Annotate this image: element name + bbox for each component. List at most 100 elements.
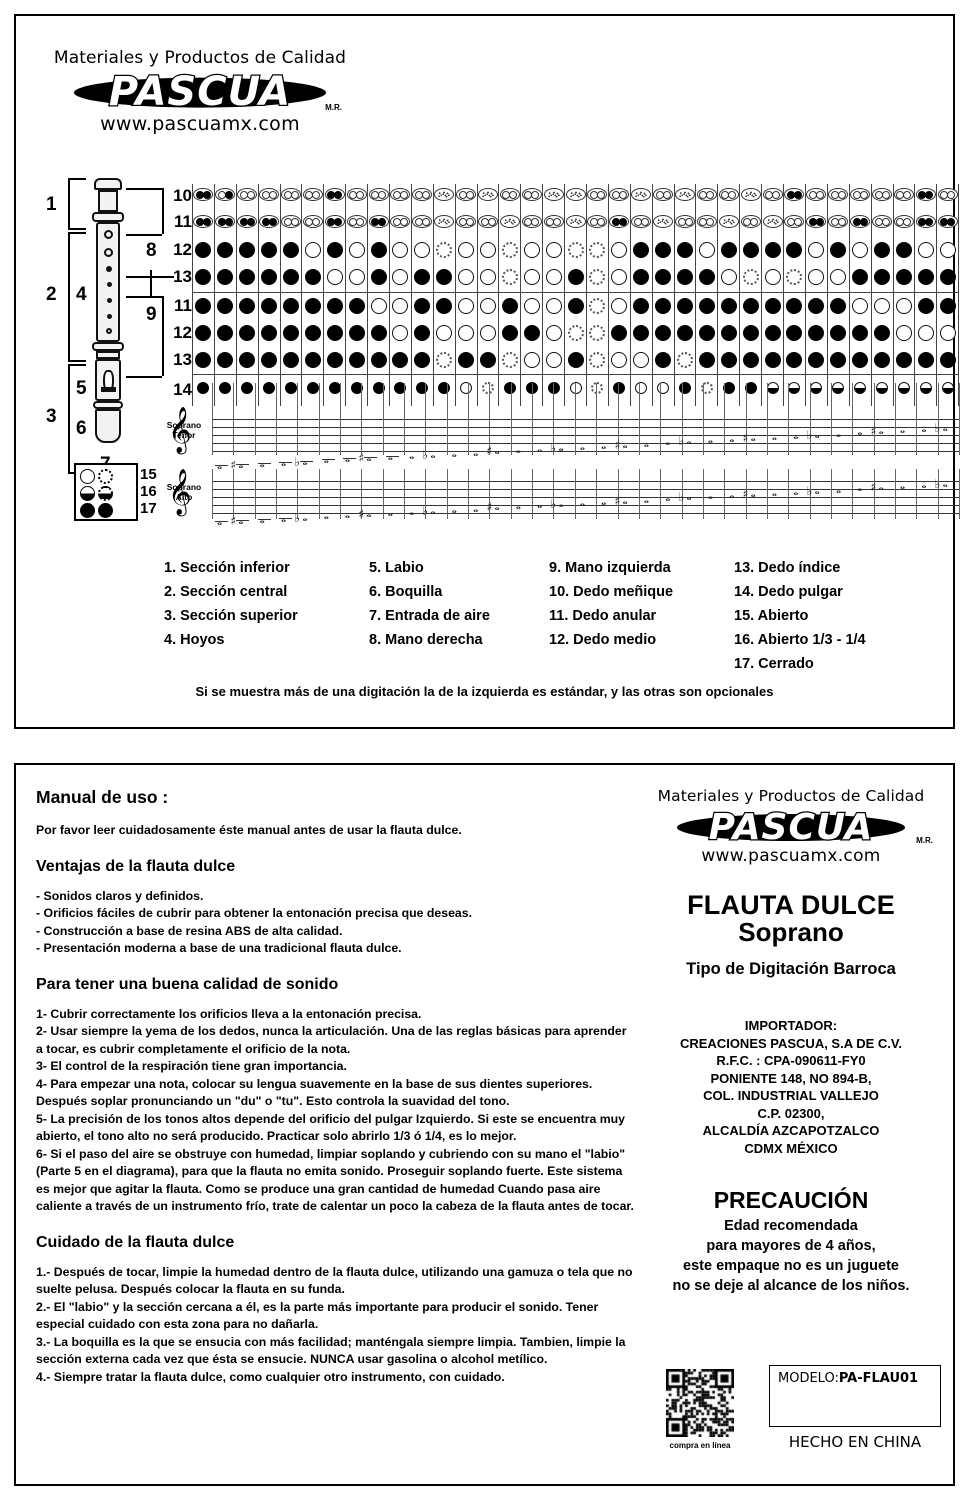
- brand-logo-bottom: Materiales y Productos de Calidad PASCUA…: [641, 787, 941, 866]
- note-head: 𝅝: [686, 433, 692, 449]
- finger-hole-icon: [523, 242, 540, 258]
- fingering-cell: [657, 382, 670, 394]
- bar-line: [233, 383, 235, 455]
- ledger-line: [279, 461, 293, 463]
- fingering-cell: [698, 352, 715, 368]
- diagram-number-8: 8: [146, 240, 157, 261]
- fingering-cell: [523, 269, 540, 285]
- fingering-cell: [589, 325, 606, 341]
- fingering-cell: [850, 215, 871, 228]
- thumb-hole-icon: [937, 188, 958, 201]
- brand-wordmark-text: PASCUA: [108, 68, 292, 117]
- note-head: 𝅝: [921, 421, 927, 437]
- accidental-sign: ♯: [870, 424, 877, 439]
- bar-line: [318, 469, 320, 519]
- bar-line: [638, 469, 640, 519]
- note-head: 𝅝: [729, 431, 735, 447]
- bar-line: [788, 383, 790, 455]
- fingering-cell: [545, 242, 562, 258]
- qr-code[interactable]: [666, 1369, 734, 1437]
- finger-hole-icon: [414, 298, 431, 314]
- finger-hole-icon: [326, 325, 343, 341]
- note-head: 𝅝: [643, 435, 650, 451]
- legend-item: 11. Dedo anular: [549, 608, 657, 624]
- finger-hole-icon: [808, 298, 825, 314]
- finger-hole-icon: [939, 352, 956, 368]
- note-head: 𝅝: [366, 506, 372, 522]
- key-half-circle-icon: [80, 486, 95, 501]
- bar-line: [297, 469, 299, 519]
- thumb-hole-icon: [390, 215, 411, 228]
- manual-paragraph: 2- Usar siempre la yema de los dedos, nu…: [36, 1024, 627, 1056]
- fingering-cell: [742, 352, 759, 368]
- finger-hole-icon: [897, 382, 910, 394]
- note-head: 𝅝: [857, 424, 863, 440]
- thumb-hole-icon: [434, 188, 455, 201]
- fingering-cell: [521, 188, 542, 201]
- fingering-cell: [328, 382, 341, 394]
- fingering-cell: [941, 382, 954, 394]
- accidental-sign: ♭: [806, 483, 813, 498]
- finger-hole-icon: [852, 325, 869, 341]
- model-box: MODELO:PA-FLAU01: [769, 1365, 941, 1427]
- finger-hole-icon: [480, 325, 497, 341]
- thumb-hole-icon: [675, 215, 696, 228]
- fingering-cell: [611, 242, 628, 258]
- fingering-cell: [611, 298, 628, 314]
- finger-hole-icon: [611, 298, 628, 314]
- fingering-column: [826, 184, 849, 406]
- model-text: MODELO:PA-FLAU01: [778, 1371, 918, 1386]
- fingering-cell: [480, 269, 497, 285]
- fingering-column: [607, 184, 630, 406]
- fingering-cell: [740, 188, 761, 201]
- fingering-column: [367, 184, 389, 406]
- finger-hole-icon: [304, 352, 321, 368]
- thumb-hole-icon: [784, 215, 805, 228]
- finger-hole-icon: [786, 325, 803, 341]
- diagram-number-3: 3: [46, 406, 57, 427]
- treble-clef-icon: 𝄞: [168, 469, 192, 515]
- finger-hole-icon: [567, 352, 584, 368]
- finger-hole-icon: [545, 352, 562, 368]
- note-head: 𝅝: [665, 434, 671, 450]
- finger-hole-icon: [808, 352, 825, 368]
- bar-line: [254, 469, 256, 519]
- finger-hole-icon: [742, 242, 759, 258]
- finger-hole-icon: [567, 269, 584, 285]
- fingering-cell: [874, 242, 891, 258]
- fingering-cell: [895, 242, 912, 258]
- bar-line: [574, 469, 576, 519]
- grid-separator: [192, 292, 959, 293]
- thumb-hole-icon: [412, 215, 433, 228]
- fingering-cell: [895, 352, 912, 368]
- finger-hole-icon: [633, 242, 650, 258]
- thumb-hole-icon: [237, 215, 258, 228]
- finger-hole-icon: [917, 242, 934, 258]
- note-head: 𝅝: [537, 441, 543, 457]
- fingering-cell: [239, 269, 256, 285]
- fingering-column: [717, 184, 739, 406]
- fingering-cell: [438, 382, 451, 394]
- bar-line: [830, 469, 832, 519]
- finger-hole-icon: [370, 269, 387, 285]
- accidental-sign: ♭: [678, 490, 685, 505]
- finger-hole-icon: [720, 242, 737, 258]
- fingering-cell: [392, 325, 409, 341]
- fingering-cell: [808, 242, 825, 258]
- bar-line: [660, 383, 662, 455]
- fingering-cell: [217, 352, 234, 368]
- fingering-cell: [565, 188, 586, 201]
- fingering-cell: [850, 188, 871, 201]
- thumb-hole-icon: [718, 188, 739, 201]
- finger-hole-icon: [523, 352, 540, 368]
- finger-hole-icon: [458, 352, 475, 368]
- legend-item: 16. Abierto 1/3 - 1/4: [734, 632, 866, 648]
- finger-hole-icon: [261, 325, 278, 341]
- finger-hole-icon: [545, 325, 562, 341]
- caution-line: no se deje al alcance de los niños.: [672, 1278, 910, 1294]
- note-head: 𝅝: [814, 482, 820, 498]
- thumb-hole-icon: [631, 215, 652, 228]
- qr-caption: compra en línea: [669, 1441, 731, 1450]
- brand-url: www.pascuamx.com: [100, 113, 300, 135]
- bar-line: [276, 383, 278, 455]
